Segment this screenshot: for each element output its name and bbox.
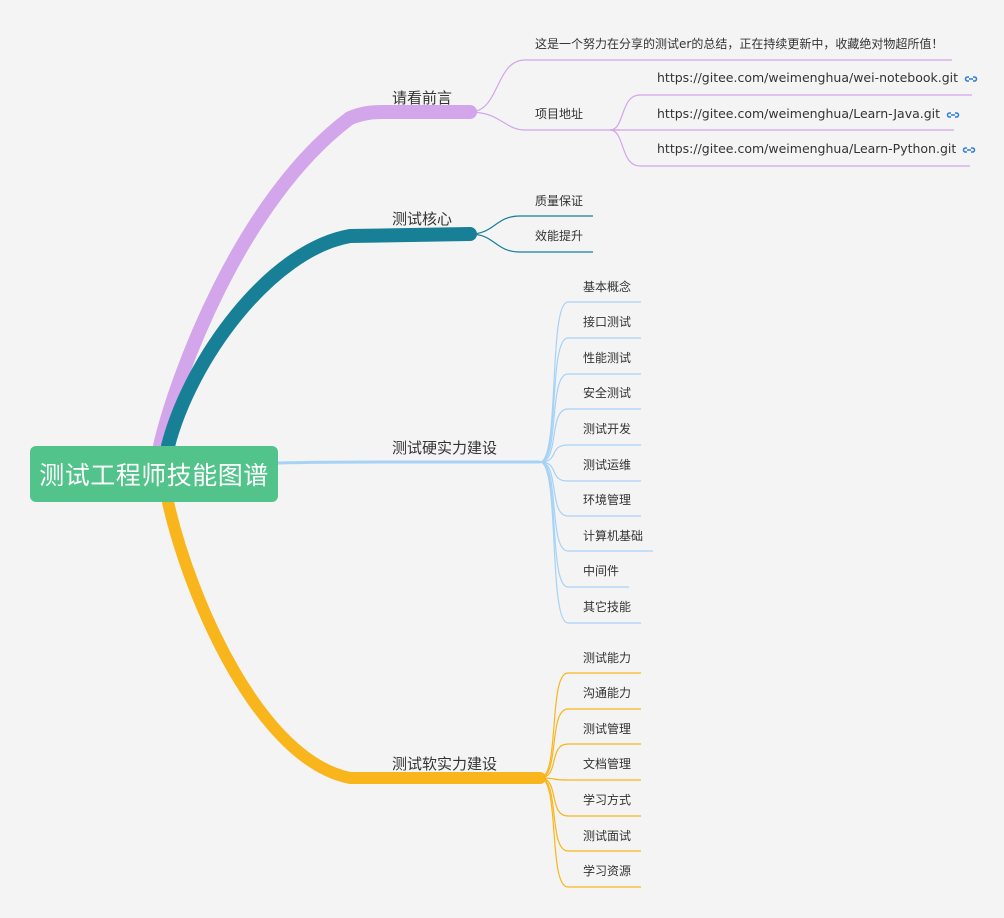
hard-item[interactable]: 其它技能 [583,599,631,615]
soft-item[interactable]: 学习资源 [583,863,631,879]
hard-item[interactable]: 接口测试 [583,314,631,330]
soft-item[interactable]: 沟通能力 [583,685,631,701]
preface-note[interactable]: 这是一个努力在分享的测试er的总结，正在持续更新中，收藏绝对物超所值！ [535,36,943,52]
soft-item-connector [540,778,641,780]
root-node[interactable]: 测试工程师技能图谱 [30,446,278,502]
hard-item[interactable]: 安全测试 [583,385,631,401]
branch-connector-soft [168,502,540,778]
soft-item[interactable]: 文档管理 [583,756,631,772]
branch-preface-label[interactable]: 请看前言 [392,89,452,107]
branch-connector-core [168,234,470,446]
hard-item[interactable]: 中间件 [583,563,619,579]
soft-item[interactable]: 学习方式 [583,792,631,808]
project-address-label[interactable]: 项目地址 [535,106,583,122]
branch-connector-preface [160,112,470,446]
hard-item[interactable]: 基本概念 [583,279,631,295]
preface-note-connector [470,60,952,112]
project-link-1-url[interactable]: https://gitee.com/weimenghua/wei-noteboo… [657,70,958,85]
branch-soft-label[interactable]: 测试软实力建设 [392,755,497,773]
link-icon[interactable] [964,74,978,84]
branch-connector-hard [278,462,540,463]
hard-item[interactable]: 性能测试 [583,350,631,366]
core-item[interactable]: 效能提升 [535,228,583,244]
project-link-2-url[interactable]: https://gitee.com/weimenghua/Learn-Java.… [657,106,940,121]
link-icon[interactable] [946,110,960,120]
hard-item[interactable]: 测试开发 [583,421,631,437]
hard-item[interactable]: 测试运维 [583,457,631,473]
soft-item[interactable]: 测试能力 [583,650,631,666]
project-link-1[interactable]: https://gitee.com/weimenghua/wei-noteboo… [657,70,978,86]
project-link-3[interactable]: https://gitee.com/weimenghua/Learn-Pytho… [657,141,976,157]
branch-hard-label[interactable]: 测试硬实力建设 [392,439,497,457]
hard-item[interactable]: 环境管理 [583,492,631,508]
hard-item[interactable]: 计算机基础 [583,528,643,544]
project-link-3-url[interactable]: https://gitee.com/weimenghua/Learn-Pytho… [657,141,956,156]
project-link-2[interactable]: https://gitee.com/weimenghua/Learn-Java.… [657,106,960,122]
core-item[interactable]: 质量保证 [535,193,583,209]
soft-item[interactable]: 测试面试 [583,828,631,844]
branch-core-label[interactable]: 测试核心 [392,210,452,228]
link-icon[interactable] [962,145,976,155]
soft-item[interactable]: 测试管理 [583,721,631,737]
